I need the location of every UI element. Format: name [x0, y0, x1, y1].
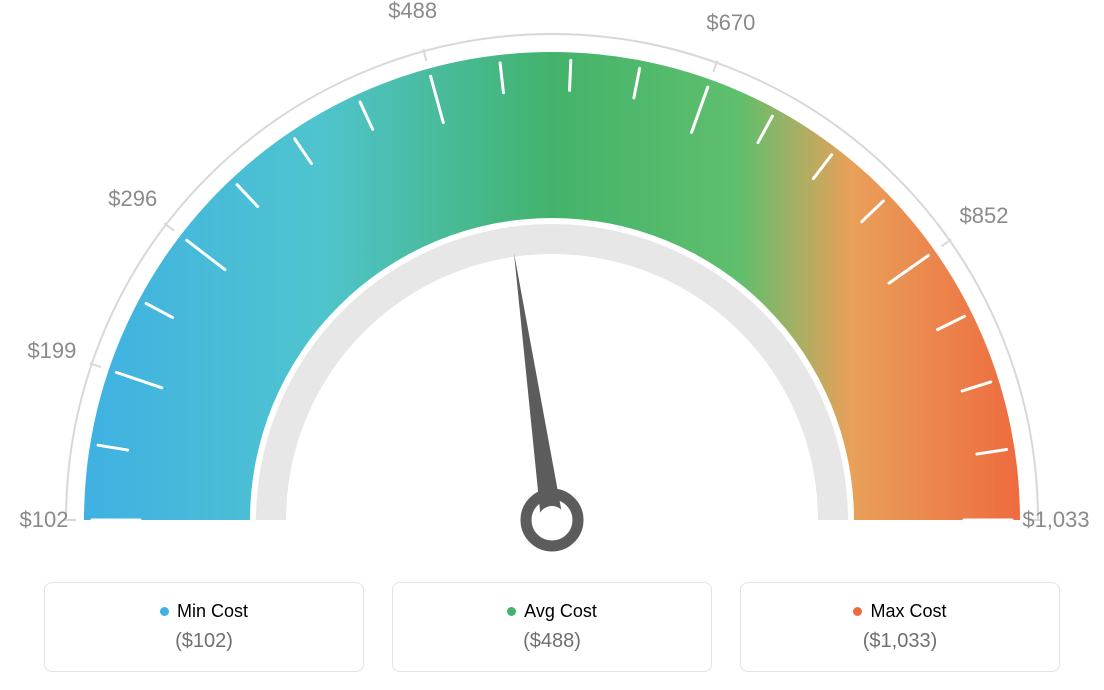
legend-value-avg: ($488)	[523, 630, 581, 653]
gauge-tick-label: $102	[20, 507, 69, 533]
gauge-tick-label: $852	[959, 203, 1008, 229]
dot-icon	[160, 607, 169, 616]
dot-icon	[853, 607, 862, 616]
gauge-tick-label: $1,033	[1022, 507, 1089, 533]
legend-card-min: Min Cost ($102)	[44, 582, 364, 672]
legend-title-label: Min Cost	[177, 601, 248, 622]
gauge-tick-label: $488	[388, 0, 437, 24]
legend-value-min: ($102)	[175, 630, 233, 653]
legend-title-max: Max Cost	[853, 601, 946, 622]
legend-value-max: ($1,033)	[863, 630, 938, 653]
legend-title-label: Max Cost	[870, 601, 946, 622]
gauge-chart: $102 $199 $296 $488 $670 $852 $1,033	[0, 0, 1104, 560]
gauge-tick-label: $670	[706, 10, 755, 36]
legend-card-avg: Avg Cost ($488)	[392, 582, 712, 672]
legend-title-label: Avg Cost	[524, 601, 597, 622]
legend-title-avg: Avg Cost	[507, 601, 597, 622]
dot-icon	[507, 607, 516, 616]
gauge-tick-label: $296	[108, 186, 157, 212]
legend-row: Min Cost ($102) Avg Cost ($488) Max Cost…	[0, 582, 1104, 672]
gauge-svg	[0, 0, 1104, 560]
legend-title-min: Min Cost	[160, 601, 248, 622]
gauge-tick-label: $199	[27, 338, 76, 364]
legend-card-max: Max Cost ($1,033)	[740, 582, 1060, 672]
